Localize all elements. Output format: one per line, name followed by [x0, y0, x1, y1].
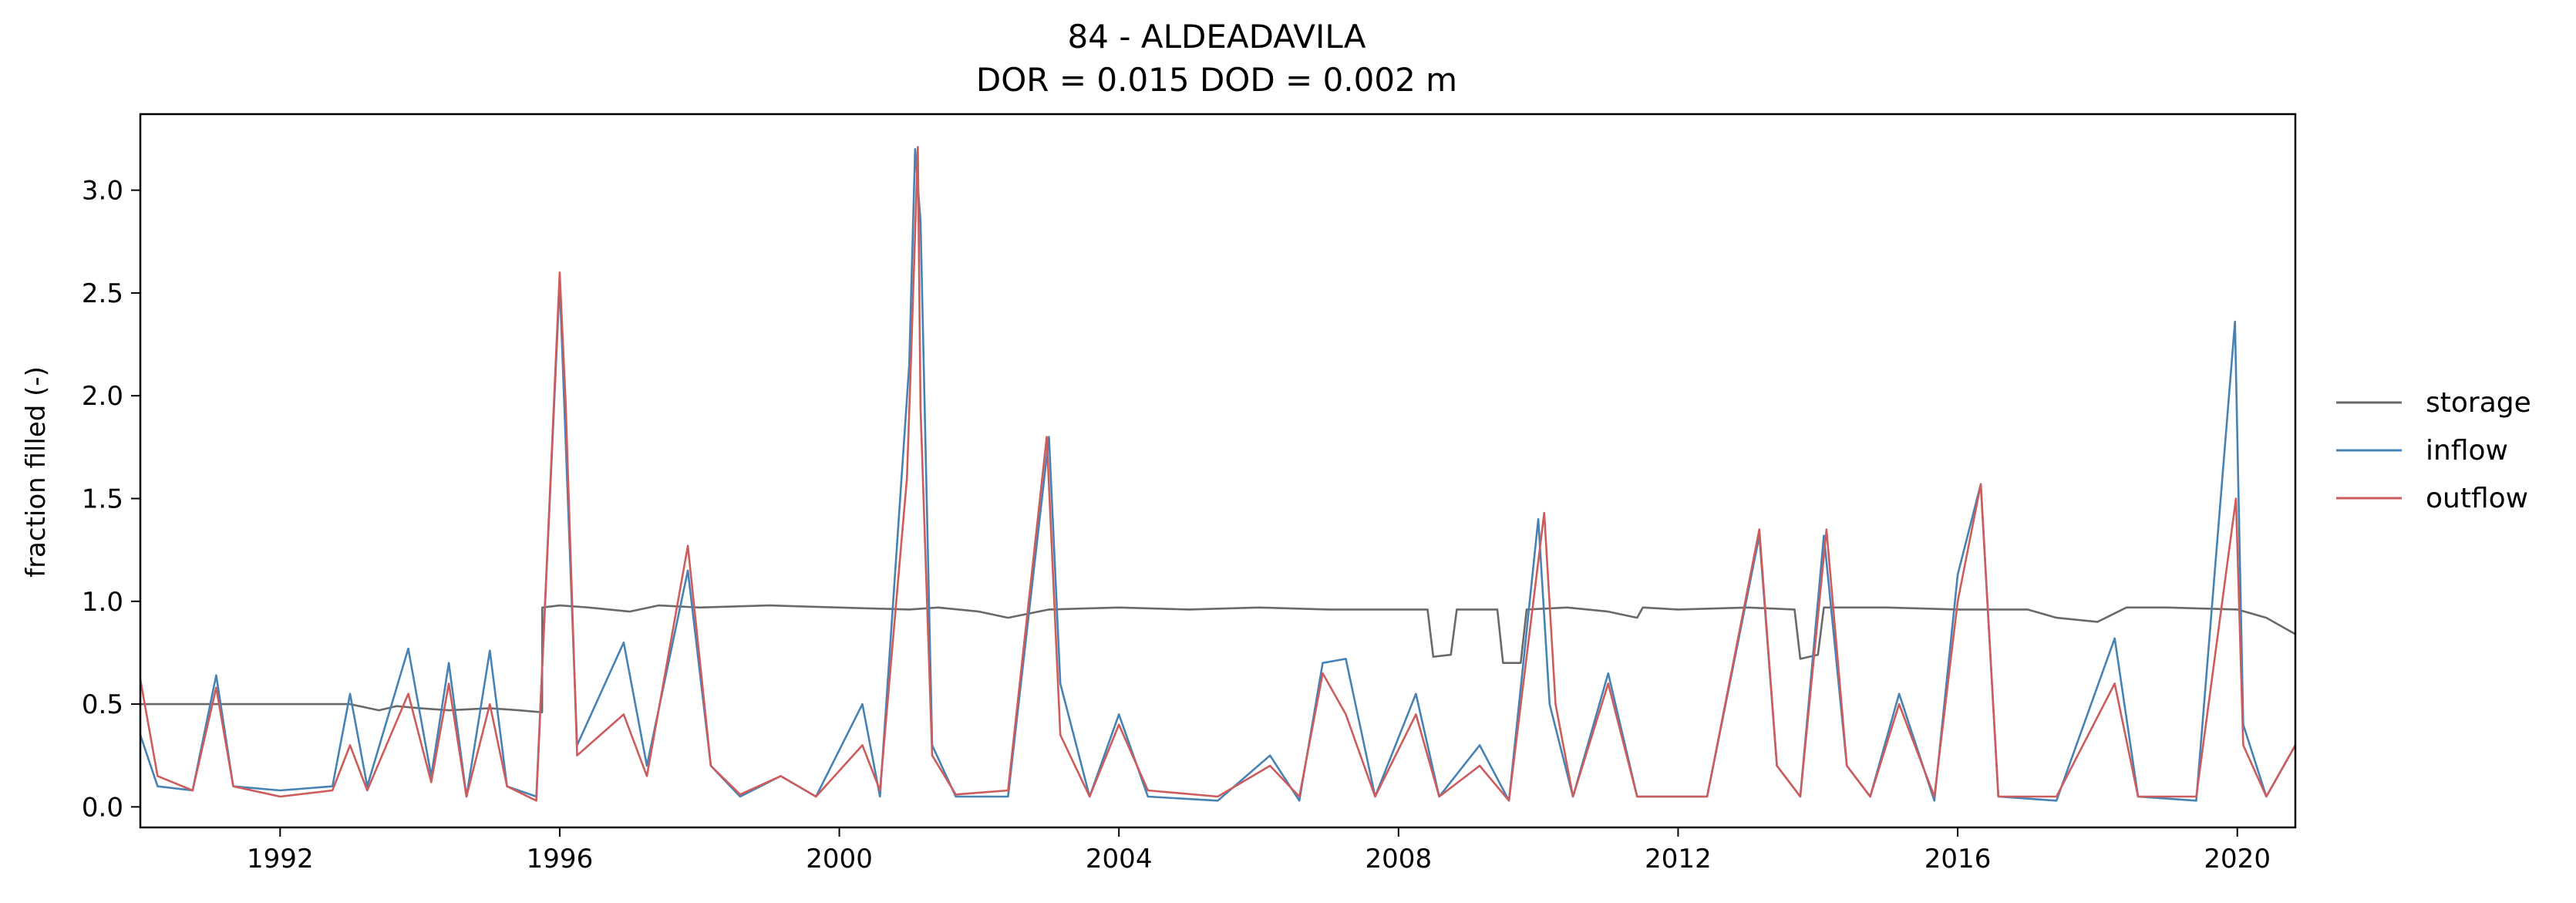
x-tick-label: 2020 [2204, 844, 2271, 874]
x-axis: 1992 1996 2000 2004 2008 2012 2016 2020 [247, 827, 2271, 874]
y-tick-label: 3.0 [82, 176, 123, 207]
y-tick-label: 1.5 [82, 484, 123, 514]
y-tick-label: 2.5 [82, 278, 123, 309]
y-tick-label: 1.0 [82, 587, 123, 618]
x-tick-label: 2004 [1086, 844, 1153, 874]
chart-subtitle: DOR = 0.015 DOD = 0.002 m [976, 61, 1457, 99]
series-line-storage [140, 604, 2295, 713]
legend-label-inflow: inflow [2426, 435, 2508, 467]
y-axis-label: fraction filled (-) [21, 366, 52, 578]
x-tick-label: 1996 [527, 844, 594, 874]
y-axis: 0.0 0.5 1.0 1.5 2.0 2.5 3.0 [82, 176, 140, 823]
x-tick-label: 2012 [1645, 844, 1712, 874]
y-tick-label: 0.0 [82, 792, 123, 823]
legend: storage inflow outflow [2336, 387, 2531, 514]
y-tick-label: 2.0 [82, 381, 123, 412]
legend-label-outflow: outflow [2426, 483, 2528, 514]
legend-label-storage: storage [2426, 387, 2531, 419]
x-tick-label: 2000 [806, 844, 873, 874]
x-tick-label: 2016 [1924, 844, 1992, 874]
chart-title: 84 - ALDEADAVILA [1068, 18, 1366, 56]
y-tick-label: 0.5 [82, 689, 123, 720]
plot-frame [139, 113, 2297, 829]
x-tick-label: 1992 [247, 844, 314, 874]
series-layer [140, 146, 2295, 802]
x-tick-label: 2008 [1365, 844, 1433, 874]
series-line-outflow [140, 146, 2295, 802]
